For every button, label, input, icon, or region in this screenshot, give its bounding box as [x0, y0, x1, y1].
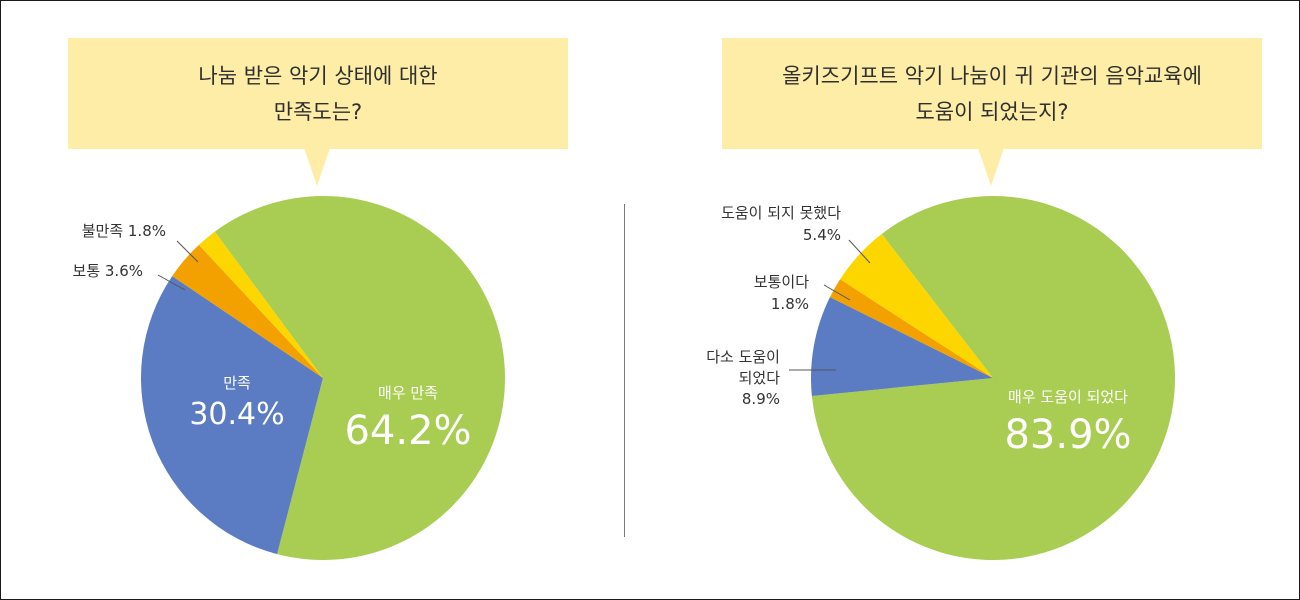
- chart1-slice-1-label: 매우 만족: [378, 384, 438, 402]
- right-question-line1: 올키즈기프트 악기 나눔이 귀 기관의 음악교육에: [782, 63, 1202, 88]
- chart1-slice-3-leader-line: [157, 274, 186, 291]
- chart2-slice-1-label: 매우 도움이 되었다: [1008, 388, 1128, 406]
- chart1-slice-4-leader-line: [176, 240, 199, 263]
- right-question-callout: 올키즈기프트 악기 나눔이 귀 기관의 음악교육에 도움이 되었는지?: [722, 38, 1262, 149]
- chart2-slice-2-value: 8.9%: [742, 390, 780, 408]
- chart2-slice-3-label-line1: 보통이다: [754, 273, 809, 291]
- chart1-slice-3-label: 보통 3.6%: [73, 262, 143, 280]
- chart2-wedge-2: [811, 297, 993, 396]
- chart1-wedge-2: [140, 276, 323, 555]
- chart2-slice-2-label-line2: 되었다: [739, 369, 781, 387]
- chart2-slice-3-value: 1.8%: [771, 295, 809, 313]
- left-callout-tail: [304, 148, 330, 186]
- chart2-wedge-1: [811, 195, 1176, 560]
- chart1-slice-4-label: 불만족 1.8%: [82, 222, 166, 240]
- chart2-slice-4-value: 5.4%: [803, 226, 841, 244]
- chart2-wedge-4: [840, 234, 993, 378]
- right-question-line2: 도움이 되었는지?: [915, 99, 1069, 124]
- chart2-slice-4-leader-line: [848, 239, 871, 264]
- chart2-slice-3-leader-line: [823, 284, 851, 301]
- divider-line: [624, 204, 625, 537]
- chart2-slice-4-label-line1: 도움이 되지 못했다: [721, 204, 841, 222]
- left-question-callout: 나눔 받은 악기 상태에 대한 만족도는?: [68, 38, 568, 149]
- chart1-slice-2-label: 만족: [223, 374, 251, 392]
- chart1-slice-1-value: 64.2%: [344, 408, 471, 454]
- right-callout-tail: [978, 148, 1004, 186]
- chart2-slice-2-label-line1: 다소 도움이: [706, 348, 780, 366]
- chart1-slice-2-value: 30.4%: [189, 397, 284, 432]
- chart1-wedge-4: [198, 231, 323, 378]
- left-question-line1: 나눔 받은 악기 상태에 대한: [198, 63, 438, 88]
- chart2-slice-1-value: 83.9%: [1004, 412, 1131, 458]
- left-question-line2: 만족도는?: [273, 99, 363, 124]
- chart1-wedge-3: [172, 244, 323, 378]
- chart1-wedge-1: [214, 196, 505, 561]
- chart2-wedge-3: [829, 279, 993, 378]
